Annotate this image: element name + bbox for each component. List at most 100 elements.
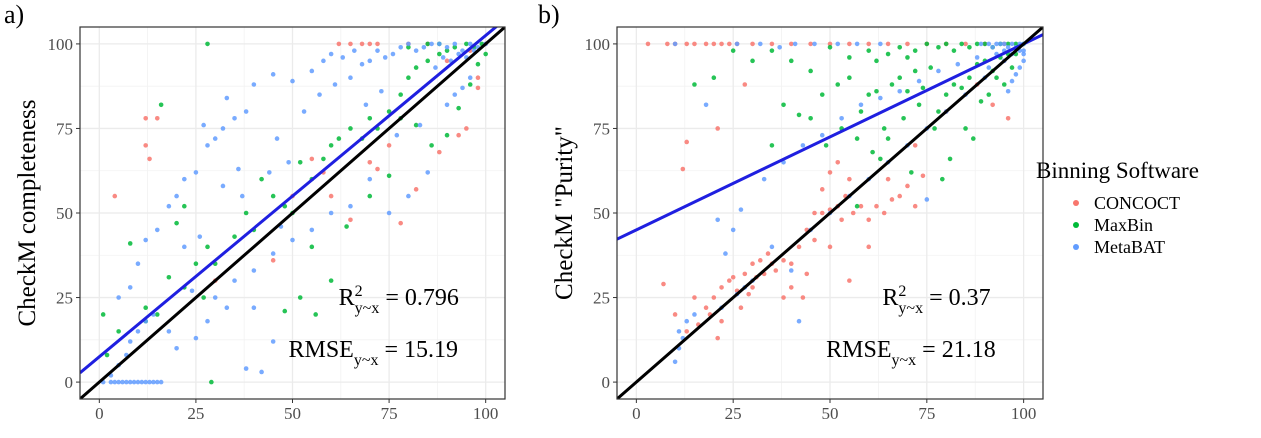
point-maxbin [730, 48, 736, 53]
point-metabat [220, 126, 226, 131]
point-maxbin [819, 92, 825, 97]
point-maxbin [994, 75, 999, 81]
point-metabat [212, 136, 218, 141]
point-concoct [812, 237, 817, 243]
point-maxbin [367, 193, 373, 199]
point-maxbin [943, 41, 949, 47]
point-metabat [955, 61, 961, 67]
point-concoct [905, 183, 910, 189]
point-concoct [359, 41, 365, 47]
y-tick-label: 0 [602, 373, 611, 392]
point-metabat [239, 193, 245, 199]
point-concoct [742, 82, 748, 87]
point-maxbin [951, 48, 957, 53]
point-maxbin [959, 41, 964, 47]
point-metabat [328, 210, 334, 216]
point-metabat [974, 55, 980, 60]
point-metabat [224, 95, 230, 101]
point-metabat [154, 227, 160, 233]
point-maxbin [901, 116, 906, 121]
point-metabat [854, 41, 860, 47]
point-metabat [406, 193, 411, 199]
point-maxbin [1013, 41, 1019, 47]
point-metabat [286, 159, 291, 165]
point-metabat [1001, 41, 1007, 47]
y-tick-label: 75 [56, 119, 73, 138]
x-tick-label: 100 [1011, 404, 1037, 423]
series-metabat [100, 41, 488, 385]
y-tick-label: 100 [585, 35, 611, 54]
point-metabat [317, 92, 322, 97]
point-metabat [1009, 41, 1015, 47]
point-maxbin [827, 44, 833, 50]
point-metabat [703, 102, 709, 108]
point-metabat [321, 58, 326, 64]
y-tick-label: 25 [56, 289, 73, 308]
point-concoct [912, 143, 918, 148]
legend-key-maxbin [1066, 215, 1086, 235]
point-metabat [332, 82, 338, 87]
point-concoct [328, 193, 334, 199]
point-metabat [267, 170, 272, 175]
point-metabat [251, 268, 257, 273]
point-concoct [839, 217, 844, 223]
y-tick-label: 0 [65, 373, 74, 392]
point-concoct [143, 143, 148, 148]
point-metabat [367, 176, 373, 182]
point-maxbin [127, 241, 133, 246]
point-concoct [827, 244, 833, 250]
point-concoct [835, 159, 841, 165]
point-metabat [916, 78, 922, 84]
point-concoct [765, 251, 771, 256]
point-concoct [703, 305, 709, 310]
point-metabat [259, 369, 264, 375]
point-concoct [885, 176, 891, 182]
point-metabat [340, 55, 346, 60]
point-metabat [379, 88, 384, 94]
point-maxbin [158, 102, 164, 108]
point-maxbin [928, 65, 933, 70]
x-tick-label: 75 [381, 404, 398, 423]
series-maxbin [692, 41, 1026, 209]
point-metabat [154, 379, 160, 385]
point-maxbin [270, 193, 276, 199]
point-maxbin [692, 82, 697, 87]
point-maxbin [885, 51, 891, 57]
point-maxbin [386, 109, 392, 114]
point-maxbin [259, 176, 264, 182]
point-maxbin [936, 44, 941, 50]
point-maxbin [897, 75, 903, 81]
point-maxbin [464, 41, 469, 47]
point-concoct [386, 143, 392, 148]
point-metabat [139, 379, 145, 385]
point-maxbin [205, 41, 210, 47]
point-maxbin [967, 75, 972, 81]
point-maxbin [889, 82, 895, 87]
legend-item-metabat: MetaBAT [1036, 236, 1199, 258]
point-maxbin [769, 143, 775, 148]
point-metabat [116, 379, 121, 385]
point-metabat [440, 55, 446, 60]
point-concoct [367, 41, 373, 47]
point-metabat [382, 55, 388, 60]
point-metabat [433, 65, 438, 70]
point-metabat [127, 379, 133, 385]
point-metabat [692, 312, 697, 317]
point-maxbin [1005, 41, 1011, 47]
point-metabat [1013, 72, 1019, 77]
point-maxbin [974, 41, 980, 47]
point-metabat [212, 295, 218, 300]
point-concoct [398, 220, 403, 226]
point-concoct [719, 41, 724, 47]
point-maxbin [932, 126, 937, 131]
x-tick-label: 25 [187, 404, 204, 423]
point-metabat [158, 379, 164, 385]
point-metabat [108, 379, 114, 385]
point-metabat [348, 203, 353, 209]
panel-a: 0 25 50 75 100 0 25 50 75 100 a) CheckM completenes… [4, 0, 506, 423]
point-maxbin [182, 203, 187, 209]
point-maxbin [866, 48, 872, 53]
point-metabat [738, 207, 744, 212]
panel-label: b) [538, 0, 560, 29]
